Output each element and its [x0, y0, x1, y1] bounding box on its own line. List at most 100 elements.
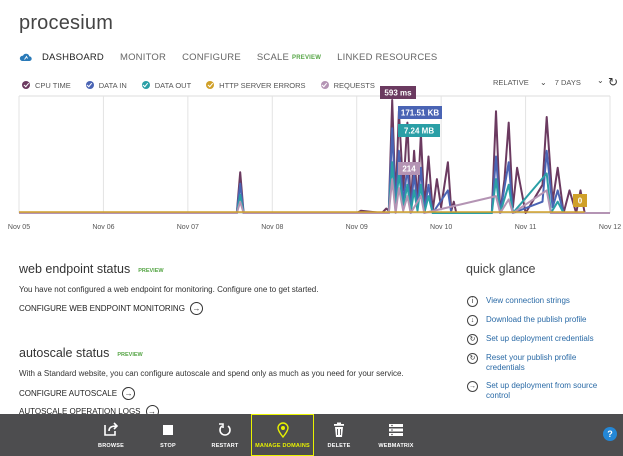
range-period-select[interactable]: ⌄ 7 DAYS: [540, 78, 581, 87]
refresh-icon[interactable]: ↻: [608, 75, 619, 89]
x-tick-label: Nov 06: [92, 224, 114, 231]
quick-glance-title: quick glance: [466, 262, 536, 276]
set-up-deployment-from-source-control-link[interactable]: → Set up deployment from source control: [467, 381, 617, 401]
web-endpoint-title: web endpoint status PREVIEW: [19, 262, 164, 276]
tab-bar: DASHBOARD MONITOR CONFIGURE SCALE PREVIEW…: [19, 50, 453, 64]
web-endpoint-description: You have not configured a web endpoint f…: [19, 285, 319, 294]
configure-web-endpoint-label: CONFIGURE WEB ENDPOINT MONITORING: [19, 304, 185, 313]
checkmark-icon: [85, 81, 94, 89]
x-tick-label: Nov 09: [346, 224, 368, 231]
data-tooltip: [398, 162, 420, 175]
delete-label: DELETE: [327, 442, 351, 449]
legend-item-requests[interactable]: REQUESTS: [320, 80, 375, 90]
restart-button[interactable]: RESTART: [204, 414, 246, 456]
browse-label: BROWSE: [98, 442, 124, 449]
autoscale-title-text: autoscale status: [19, 346, 110, 360]
download-icon: ↓: [467, 315, 478, 326]
autoscale-title: autoscale status PREVIEW: [19, 346, 143, 360]
quick-glance-label: Download the publish profile: [486, 315, 587, 324]
webmatrix-icon: [387, 422, 405, 438]
info-icon: i: [467, 296, 478, 307]
browse-button[interactable]: BROWSE: [92, 414, 130, 456]
webmatrix-label: WEBMATRIX: [378, 442, 414, 449]
legend-label: DATA IN: [98, 80, 127, 90]
tab-configure[interactable]: CONFIGURE: [182, 51, 241, 63]
preview-badge: PREVIEW: [292, 54, 322, 61]
trash-icon: [330, 422, 348, 438]
tab-scale[interactable]: SCALE PREVIEW: [257, 52, 321, 63]
quick-glance-label: Set up deployment from source control: [486, 381, 598, 400]
manage-domains-button[interactable]: MANAGE DOMAINS: [251, 414, 314, 456]
legend-label: HTTP SERVER ERRORS: [219, 80, 306, 90]
x-tick-label: Nov 07: [177, 224, 199, 231]
x-tick-label: Nov 10: [430, 224, 452, 231]
arrow-right-icon: →: [122, 387, 136, 400]
range-mode-select[interactable]: RELATIVE: [493, 78, 529, 87]
reset-publish-profile-credentials-link[interactable]: ↻ Reset your publish profile credentials: [467, 353, 617, 373]
checkmark-icon: [22, 81, 30, 89]
legend-label: CPU TIME: [35, 80, 71, 90]
web-endpoint-title-text: web endpoint status: [19, 262, 131, 276]
set-up-deployment-credentials-link[interactable]: ↻ Set up deployment credentials: [467, 334, 617, 345]
chevron-down-icon[interactable]: ⌄: [597, 76, 604, 85]
quick-glance-label: Reset your publish profile credentials: [486, 353, 577, 372]
range-period-label: 7 DAYS: [554, 78, 581, 87]
view-connection-strings-link[interactable]: i View connection strings: [467, 296, 617, 307]
legend-label: DATA OUT: [154, 80, 192, 90]
series-line-data-in: [19, 127, 610, 214]
series-line-cpu-time: [19, 99, 610, 214]
data-tooltip: [573, 194, 587, 207]
domain-pin-icon: [274, 421, 292, 438]
legend-item-cpu-time[interactable]: CPU TIME: [22, 81, 71, 90]
manage-domains-label: MANAGE DOMAINS: [255, 442, 310, 449]
webmatrix-button[interactable]: WEBMATRIX: [374, 414, 418, 456]
x-tick-label: Nov 12: [599, 224, 621, 231]
command-bar: BROWSE STOP RESTART MANAGE DOMAINS DELET…: [0, 414, 623, 456]
data-tooltip: [380, 86, 416, 99]
browse-icon: [102, 421, 120, 438]
tab-monitor[interactable]: MONITOR: [119, 51, 167, 63]
refresh-icon: ↻: [467, 353, 478, 364]
chart-legend: CPU TIME DATA IN DATA OUT HTTP SERVER ER…: [22, 79, 390, 91]
data-tooltip: [398, 106, 442, 119]
legend-label: REQUESTS: [333, 80, 375, 90]
checkmark-icon: [206, 81, 215, 89]
autoscale-logs-label: AUTOSCALE OPERATION LOGS: [19, 407, 141, 416]
legend-item-data-in[interactable]: DATA IN: [85, 80, 127, 90]
cloud-icon: [19, 53, 32, 61]
quick-glance-label: View connection strings: [486, 296, 570, 305]
stop-button[interactable]: STOP: [150, 414, 186, 456]
legend-item-data-out[interactable]: DATA OUT: [141, 80, 192, 90]
preview-badge: PREVIEW: [117, 352, 143, 358]
chevron-down-icon: ⌄: [540, 78, 547, 87]
autoscale-description: With a Standard website, you can configu…: [19, 369, 404, 378]
quick-glance-label: Set up deployment credentials: [486, 334, 594, 343]
tab-linked-resources[interactable]: LINKED RESOURCES: [337, 51, 438, 63]
series-line-data-out: [19, 161, 610, 214]
metrics-chart: Nov 05 Nov 06 Nov 07 Nov 08 Nov 09 Nov 10 Nov …: [8, 86, 621, 231]
range-mode-label: RELATIVE: [493, 78, 529, 87]
download-publish-profile-link[interactable]: ↓ Download the publish profile: [467, 315, 617, 326]
tab-scale-label: SCALE: [256, 51, 290, 63]
tab-dashboard[interactable]: DASHBOARD: [42, 51, 104, 63]
checkmark-icon: [141, 81, 150, 89]
help-button[interactable]: ?: [603, 427, 617, 441]
configure-web-endpoint-link[interactable]: CONFIGURE WEB ENDPOINT MONITORING →: [19, 302, 203, 315]
series-line-requests: [19, 178, 610, 214]
quick-glance-list: i View connection strings ↓ Download the p…: [467, 296, 617, 409]
delete-button[interactable]: DELETE: [322, 414, 356, 456]
preview-badge: PREVIEW: [138, 268, 164, 274]
legend-item-http-server-errors[interactable]: HTTP SERVER ERRORS: [206, 80, 306, 90]
x-tick-label: Nov 05: [8, 224, 30, 231]
arrow-right-icon: →: [189, 302, 203, 315]
site-title: procesium: [19, 12, 114, 34]
stop-icon: [159, 422, 177, 438]
configure-autoscale-link[interactable]: CONFIGURE AUTOSCALE →: [19, 387, 136, 400]
x-tick-label: Nov 08: [261, 224, 283, 231]
configure-autoscale-label: CONFIGURE AUTOSCALE: [19, 389, 118, 398]
data-tooltip: [398, 124, 440, 137]
arrow-right-icon: →: [467, 381, 478, 392]
x-tick-label: Nov 11: [515, 224, 537, 231]
restart-label: RESTART: [211, 442, 239, 449]
checkmark-icon: [320, 81, 329, 89]
